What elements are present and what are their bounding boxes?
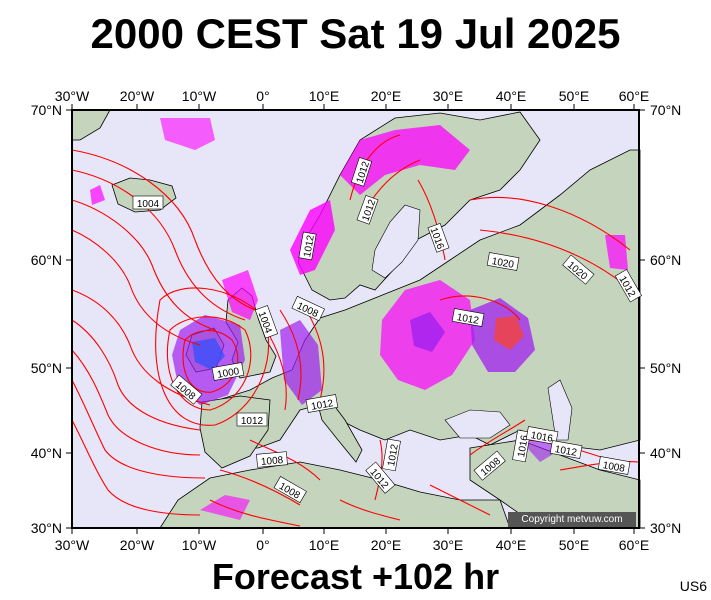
lon-label-bottom: 10°E	[308, 537, 340, 553]
isobar	[439, 295, 521, 321]
lon-label-bottom: 30°W	[54, 537, 90, 553]
sea-baltic	[371, 204, 421, 279]
lat-label-left: 50°N	[30, 360, 62, 376]
lat-label-right: 70°N	[650, 102, 682, 118]
lat-label-left: 70°N	[30, 102, 62, 118]
isobar-label-text: 1012	[241, 416, 264, 427]
inland-seas	[371, 204, 573, 441]
lat-label-right: 60°N	[650, 252, 682, 268]
copyright-notice: Copyright metvuw.com	[508, 512, 636, 527]
isobar	[155, 287, 270, 426]
isobar-label: 1008	[256, 451, 288, 468]
isobar-label: 1012	[305, 394, 339, 413]
isobar	[469, 196, 631, 251]
lon-label-bottom: 10°W	[181, 537, 217, 553]
lon-label-top: 10°W	[181, 88, 217, 104]
lon-label-top: 30°E	[432, 88, 464, 104]
lon-label-top: 10°E	[308, 88, 340, 104]
isobar-label: 1012	[382, 438, 401, 472]
isobar-label: 1016	[512, 429, 531, 463]
isobar	[209, 499, 301, 527]
isobar	[71, 319, 201, 431]
isobar	[339, 499, 401, 521]
isobar	[71, 169, 246, 321]
lon-label-top: 20°W	[119, 88, 155, 104]
run-code: US6	[679, 578, 707, 594]
isobar-label: 1012	[298, 231, 317, 261]
isobar-label: 1020	[486, 252, 520, 271]
isobar-label-text: 1012	[386, 443, 401, 467]
isobar-label-text: 1008	[602, 460, 626, 475]
precip-central-europe-core	[410, 312, 445, 352]
lat-label-right: 40°N	[650, 445, 682, 461]
isobar-label: 1012	[236, 412, 268, 427]
lon-label-bottom: 50°E	[558, 537, 590, 553]
precip-ireland-core	[192, 338, 225, 370]
isobar	[429, 484, 491, 516]
isobar	[71, 419, 201, 516]
lon-label-bottom: 20°W	[119, 537, 155, 553]
isobar	[71, 289, 211, 406]
isobar-label: 1008	[597, 456, 631, 475]
precip-north-atlantic	[160, 118, 215, 150]
isobar-label-text: 1004	[137, 199, 160, 210]
lon-label-top: 50°E	[558, 88, 590, 104]
isobar-label-text: 1016	[530, 430, 554, 445]
precip-scandinavia	[340, 125, 470, 195]
map-frame	[71, 109, 640, 529]
isobar-label-text: 1000	[216, 366, 240, 381]
isobar-lines	[71, 134, 639, 527]
page-title: 2000 CEST Sat 19 Jul 2025	[90, 10, 621, 57]
lon-label-top: 30°W	[54, 88, 90, 104]
isobar	[71, 349, 201, 456]
isobar	[479, 229, 626, 286]
isobar-label-text: 1012	[302, 234, 317, 258]
isobar	[219, 469, 301, 506]
isobar-label: 1012	[451, 308, 485, 327]
precip-iceland-west	[90, 185, 105, 205]
lon-label-bottom: 0°	[256, 537, 270, 553]
lat-label-left: 30°N	[30, 520, 62, 536]
isobar-label: 1012	[549, 440, 583, 459]
lon-label-top: 40°E	[495, 88, 527, 104]
isobar-label-text: 1016	[516, 434, 531, 458]
precip-benelux	[280, 320, 322, 405]
isobar-label-text: 1020	[491, 256, 515, 271]
lat-label-right: 30°N	[650, 520, 682, 536]
isobar	[469, 419, 526, 456]
lon-label-top: 60°E	[618, 88, 650, 104]
isobar-label-text: 1012	[310, 398, 334, 413]
isobar-label: 1000	[211, 362, 245, 381]
lat-label-right: 50°N	[650, 360, 682, 376]
sea-black	[444, 409, 511, 439]
lon-label-bottom: 30°E	[432, 537, 464, 553]
isobar	[417, 179, 446, 261]
isobar	[279, 309, 302, 401]
precip-russia-core	[494, 316, 524, 350]
isobar	[71, 379, 206, 479]
isobar-label-text: 1012	[554, 444, 578, 459]
lon-label-top: 0°	[256, 88, 270, 104]
isobar-label-text: 1012	[456, 312, 480, 327]
isobar-labels: 1012 1004 1012 1016 1020 1020 1012 1004 …	[132, 157, 642, 504]
forecast-label: Forecast +102 hr	[211, 556, 500, 597]
lon-label-top: 20°E	[370, 88, 402, 104]
lon-label-bottom: 40°E	[495, 537, 527, 553]
isobar-label-text: 1008	[261, 455, 285, 468]
isobar-label: 1004	[132, 195, 164, 210]
isobar	[71, 229, 201, 346]
lat-label-left: 40°N	[30, 445, 62, 461]
isobar	[349, 134, 401, 201]
lon-label-bottom: 60°E	[618, 537, 650, 553]
isobar-label: 1016	[525, 426, 559, 445]
lat-label-left: 60°N	[30, 252, 62, 268]
isobar	[71, 199, 216, 331]
precip-north-africa	[200, 495, 250, 520]
lon-label-bottom: 20°E	[370, 537, 402, 553]
